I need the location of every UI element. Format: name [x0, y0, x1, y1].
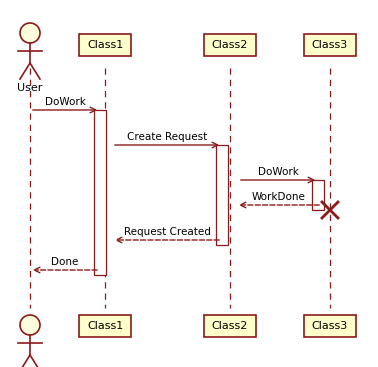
Bar [204, 315, 256, 337]
Bar [216, 145, 228, 245]
Text: Class1: Class1 [87, 40, 123, 50]
Bar [79, 315, 131, 337]
Text: Class3: Class3 [312, 40, 348, 50]
Bar [304, 315, 356, 337]
Bar [204, 34, 256, 56]
Text: Class3: Class3 [312, 321, 348, 331]
Bar [79, 34, 131, 56]
Text: DoWork: DoWork [257, 167, 299, 177]
Bar [304, 34, 356, 56]
Bar [312, 180, 324, 210]
Circle shape [20, 315, 40, 335]
Text: Done: Done [51, 257, 79, 267]
Text: Class2: Class2 [212, 321, 248, 331]
Circle shape [20, 23, 40, 43]
Text: DoWork: DoWork [45, 97, 85, 107]
Text: Class1: Class1 [87, 321, 123, 331]
Bar [94, 110, 106, 275]
Text: User: User [17, 83, 43, 93]
Text: WorkDone: WorkDone [252, 192, 306, 202]
Text: Create Request: Create Request [127, 132, 207, 142]
Text: Class2: Class2 [212, 40, 248, 50]
Text: Request Created: Request Created [124, 227, 211, 237]
